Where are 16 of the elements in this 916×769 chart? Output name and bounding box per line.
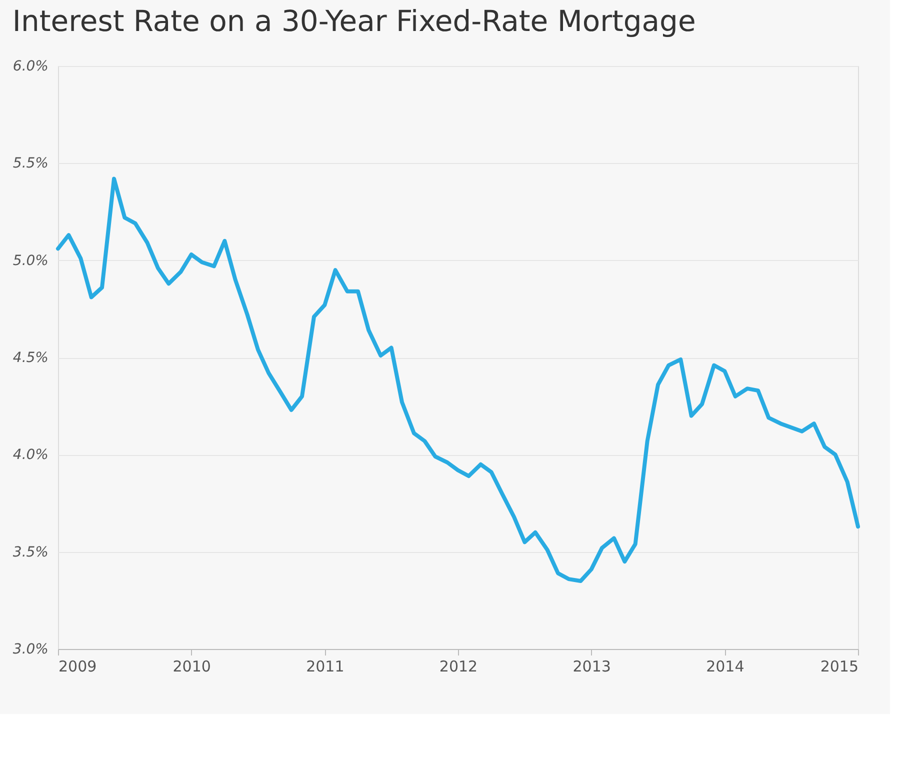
y-tick-label: 4.0% xyxy=(12,447,48,464)
y-tick-label: 3.0% xyxy=(12,642,48,658)
x-tick-label: 2014 xyxy=(706,658,744,676)
y-tick-label: 4.5% xyxy=(12,350,48,366)
chart-title: Interest Rate on a 30-Year Fixed-Rate Mortgage xyxy=(12,4,696,38)
x-tick-label: 2011 xyxy=(306,658,344,676)
line-series xyxy=(56,176,860,583)
x-tick-label: 2012 xyxy=(439,658,478,676)
x-tick-label: 2015 xyxy=(820,658,858,676)
y-tick-label: 5.0% xyxy=(12,252,48,269)
x-tick-label: 2013 xyxy=(572,658,611,676)
y-tick-label: 5.5% xyxy=(12,156,48,172)
y-tick-label: 6.0% xyxy=(12,58,48,74)
x-tick-label: 2010 xyxy=(172,658,211,676)
x-tick-label: 2009 xyxy=(58,658,97,676)
y-tick-label: 3.5% xyxy=(12,544,48,560)
